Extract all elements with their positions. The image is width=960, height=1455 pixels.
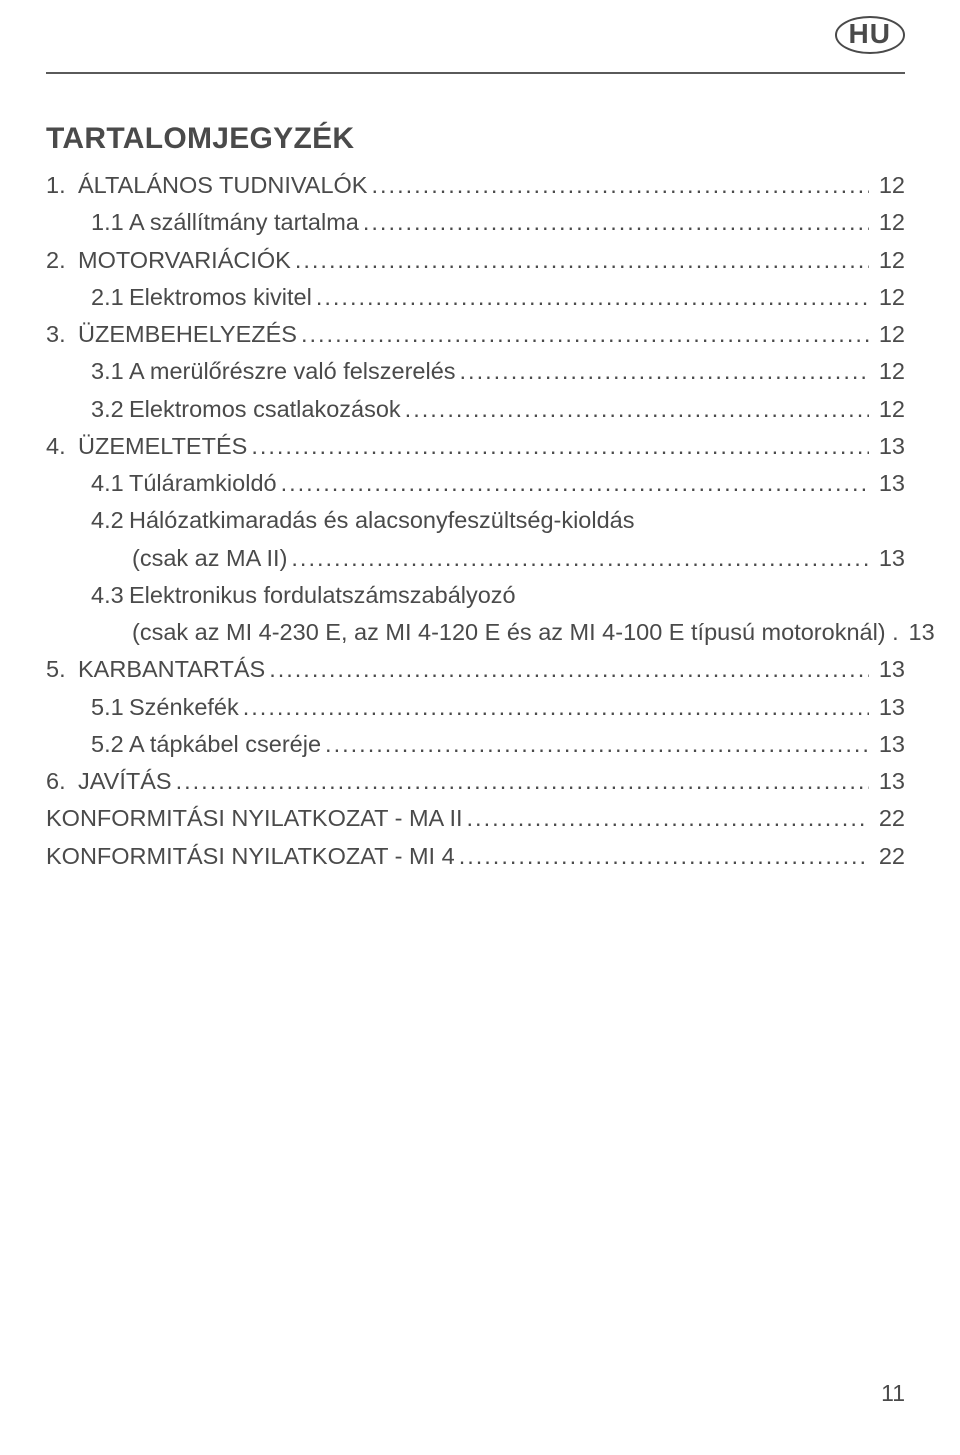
toc-num: 1.1 bbox=[91, 205, 129, 240]
toc-text: A merülőrészre való felszerelés bbox=[129, 354, 456, 389]
toc-page: 13 bbox=[869, 764, 905, 799]
toc-num: 3. bbox=[46, 317, 78, 352]
toc-leader-dots bbox=[172, 764, 869, 799]
page-number: 11 bbox=[881, 1380, 905, 1407]
toc-text: (csak az MI 4-230 E, az MI 4-120 E és az… bbox=[132, 615, 899, 650]
toc-text: ÜZEMELTETÉS bbox=[78, 429, 247, 464]
toc-page: 13 bbox=[869, 652, 905, 687]
toc-leader-dots bbox=[287, 541, 869, 576]
toc-text: Elektronikus fordulatszámszabályozó bbox=[129, 578, 516, 613]
toc-page: 22 bbox=[869, 801, 905, 836]
toc-row: 1.1A szállítmány tartalma 12 bbox=[46, 205, 905, 240]
toc-row: KONFORMITÁSI NYILATKOZAT - MI 4 22 bbox=[46, 839, 905, 874]
toc-page: 13 bbox=[869, 727, 905, 762]
toc-page: 13 bbox=[869, 690, 905, 725]
toc-num: 5.1 bbox=[91, 690, 129, 725]
toc-list: 1.ÁLTALÁNOS TUDNIVALÓK121.1A szállítmány… bbox=[46, 168, 905, 874]
toc-page: 12 bbox=[869, 392, 905, 427]
toc-text: A tápkábel cseréje bbox=[129, 727, 321, 762]
toc-page: 12 bbox=[869, 205, 905, 240]
toc-text: MOTORVARIÁCIÓK bbox=[78, 243, 291, 278]
toc-page: 12 bbox=[869, 354, 905, 389]
toc-leader-dots bbox=[455, 839, 869, 874]
toc-leader-dots bbox=[297, 317, 869, 352]
toc-num: 5.2 bbox=[91, 727, 129, 762]
toc-page: 13 bbox=[869, 541, 905, 576]
toc-leader-dots bbox=[463, 801, 869, 836]
toc-page: 12 bbox=[869, 243, 905, 278]
toc-text: Hálózatkimaradás és alacsonyfeszültség-k… bbox=[129, 503, 635, 538]
toc-leader-dots bbox=[359, 205, 869, 240]
toc-text: (csak az MA II) bbox=[132, 541, 287, 576]
toc-title: TARTALOMJEGYZÉK bbox=[46, 122, 905, 156]
toc-page: 22 bbox=[869, 839, 905, 874]
toc-leader-dots bbox=[277, 466, 869, 501]
toc-row: (csak az MA II) 13 bbox=[46, 541, 905, 576]
toc-page: 13 bbox=[899, 615, 935, 650]
toc-leader-dots bbox=[265, 652, 869, 687]
language-badge: HU bbox=[835, 16, 905, 54]
toc-num: 5. bbox=[46, 652, 78, 687]
toc-row: KONFORMITÁSI NYILATKOZAT - MA II 22 bbox=[46, 801, 905, 836]
page: HU TARTALOMJEGYZÉK 1.ÁLTALÁNOS TUDNIVALÓ… bbox=[0, 0, 960, 1455]
toc-num: 4.2 bbox=[91, 503, 129, 538]
toc-leader-dots bbox=[321, 727, 869, 762]
toc-text: Elektromos kivitel bbox=[129, 280, 312, 315]
toc-row: 5.KARBANTARTÁS 13 bbox=[46, 652, 905, 687]
toc-num: 2.1 bbox=[91, 280, 129, 315]
toc-text: A szállítmány tartalma bbox=[129, 205, 359, 240]
toc-num: 4.3 bbox=[91, 578, 129, 613]
content-area: TARTALOMJEGYZÉK 1.ÁLTALÁNOS TUDNIVALÓK 12… bbox=[46, 122, 905, 876]
toc-row: 2.1Elektromos kivitel 12 bbox=[46, 280, 905, 315]
toc-num: 4. bbox=[46, 429, 78, 464]
toc-row: 5.1Szénkefék 13 bbox=[46, 690, 905, 725]
toc-text: Túláramkioldó bbox=[129, 466, 277, 501]
toc-row: 5.2A tápkábel cseréje 13 bbox=[46, 727, 905, 762]
toc-text: JAVÍTÁS bbox=[78, 764, 172, 799]
toc-leader-dots bbox=[456, 354, 869, 389]
toc-leader-dots bbox=[291, 243, 869, 278]
toc-row: 4.2Hálózatkimaradás és alacsonyfeszültsé… bbox=[46, 503, 905, 538]
toc-row: 3.1A merülőrészre való felszerelés 12 bbox=[46, 354, 905, 389]
toc-text: Szénkefék bbox=[129, 690, 239, 725]
toc-row: 2.MOTORVARIÁCIÓK 12 bbox=[46, 243, 905, 278]
toc-page: 12 bbox=[869, 168, 905, 203]
toc-text: KARBANTARTÁS bbox=[78, 652, 265, 687]
toc-text: KONFORMITÁSI NYILATKOZAT - MI 4 bbox=[46, 839, 455, 874]
toc-text: Elektromos csatlakozások bbox=[129, 392, 401, 427]
toc-row: 4.ÜZEMELTETÉS 13 bbox=[46, 429, 905, 464]
toc-text: ÜZEMBEHELYEZÉS bbox=[78, 317, 297, 352]
toc-page: 12 bbox=[869, 317, 905, 352]
toc-num: 1. bbox=[46, 168, 78, 203]
toc-row: 1.ÁLTALÁNOS TUDNIVALÓK 12 bbox=[46, 168, 905, 203]
toc-row: 4.3Elektronikus fordulatszámszabályozó bbox=[46, 578, 905, 613]
toc-num: 2. bbox=[46, 243, 78, 278]
toc-row: (csak az MI 4-230 E, az MI 4-120 E és az… bbox=[46, 615, 905, 650]
toc-text: ÁLTALÁNOS TUDNIVALÓK bbox=[78, 168, 367, 203]
toc-row: 6.JAVÍTÁS 13 bbox=[46, 764, 905, 799]
toc-num: 4.1 bbox=[91, 466, 129, 501]
toc-leader-dots bbox=[247, 429, 869, 464]
toc-leader-dots bbox=[239, 690, 869, 725]
toc-page: 13 bbox=[869, 429, 905, 464]
toc-text: KONFORMITÁSI NYILATKOZAT - MA II bbox=[46, 801, 463, 836]
toc-page: 12 bbox=[869, 280, 905, 315]
toc-row: 3.2Elektromos csatlakozások 12 bbox=[46, 392, 905, 427]
toc-leader-dots bbox=[312, 280, 869, 315]
toc-page: 13 bbox=[869, 466, 905, 501]
toc-num: 3.1 bbox=[91, 354, 129, 389]
toc-num: 6. bbox=[46, 764, 78, 799]
toc-leader-dots bbox=[367, 168, 869, 203]
toc-num: 3.2 bbox=[91, 392, 129, 427]
toc-row: 3.ÜZEMBEHELYEZÉS 12 bbox=[46, 317, 905, 352]
header-rule bbox=[46, 72, 905, 74]
toc-leader-dots bbox=[401, 392, 869, 427]
toc-row: 4.1Túláramkioldó 13 bbox=[46, 466, 905, 501]
